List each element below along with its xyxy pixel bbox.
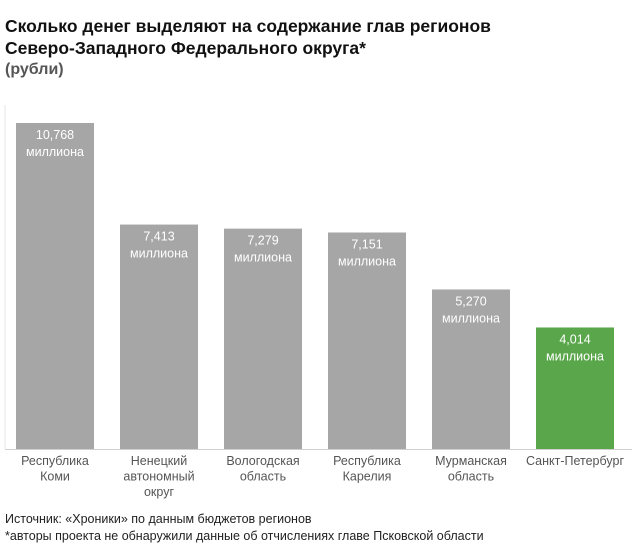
bar-6 [536, 327, 614, 449]
chart-title-line-2: Северо-Западного Федерального округа* [5, 38, 366, 58]
bar-unit-label-2: миллиона [130, 247, 188, 261]
category-label-6: Санкт-Петербург [526, 454, 624, 468]
bar-1 [16, 123, 94, 449]
chart-subtitle: (рубли) [5, 61, 64, 78]
bar-unit-label-4: миллиона [338, 255, 396, 269]
category-label-line: автономный [123, 470, 194, 484]
bar-value-label-3: 7,279 [247, 234, 278, 248]
category-label-line: округ [144, 485, 174, 499]
category-label-line: Ненецкий [131, 454, 187, 468]
category-label-4: Республика Карелия [333, 454, 401, 484]
chart-title-line-1: Сколько денег выделяют на содержание гла… [5, 16, 491, 36]
bar-4 [328, 232, 406, 449]
category-label-line: Карелия [343, 470, 392, 484]
category-label-2: Ненецкий автономный округ [123, 454, 194, 499]
category-label-line: Республика [21, 454, 89, 468]
bar-value-label-4: 7,151 [351, 238, 382, 252]
category-label-line: Мурманская [435, 454, 507, 468]
bar-3 [224, 228, 302, 449]
chart-title: Сколько денег выделяют на содержание гла… [5, 15, 630, 59]
category-label-1: Республика Коми [21, 454, 89, 484]
category-label-line: Санкт-Петербург [526, 454, 624, 468]
chart-footer: Источник: «Хроники» по данным бюджетов р… [5, 511, 484, 545]
bar-2 [120, 224, 198, 449]
footnote: *авторы проекта не обнаружили данные об … [5, 529, 484, 543]
category-label-3: Вологодская область [226, 454, 299, 484]
bar-unit-label-6: миллиона [546, 349, 604, 363]
bar-value-label-2: 7,413 [143, 230, 174, 244]
category-label-line: Республика [333, 454, 401, 468]
bar-unit-label-5: миллиона [442, 311, 500, 325]
bar-unit-label-3: миллиона [234, 251, 292, 265]
bar-value-label-6: 4,014 [559, 332, 590, 346]
bar-value-label-5: 5,270 [455, 294, 486, 308]
category-label-line: область [448, 470, 494, 484]
bar-5 [432, 289, 510, 449]
bar-unit-label-1: миллиона [26, 145, 84, 159]
category-label-line: Вологодская [226, 454, 299, 468]
category-label-line: Коми [40, 470, 70, 484]
bar-value-label-1: 10,768 [36, 128, 74, 142]
source-note: Источник: «Хроники» по данным бюджетов р… [5, 512, 312, 526]
category-label-5: Мурманская область [435, 454, 507, 484]
category-label-line: область [240, 470, 286, 484]
